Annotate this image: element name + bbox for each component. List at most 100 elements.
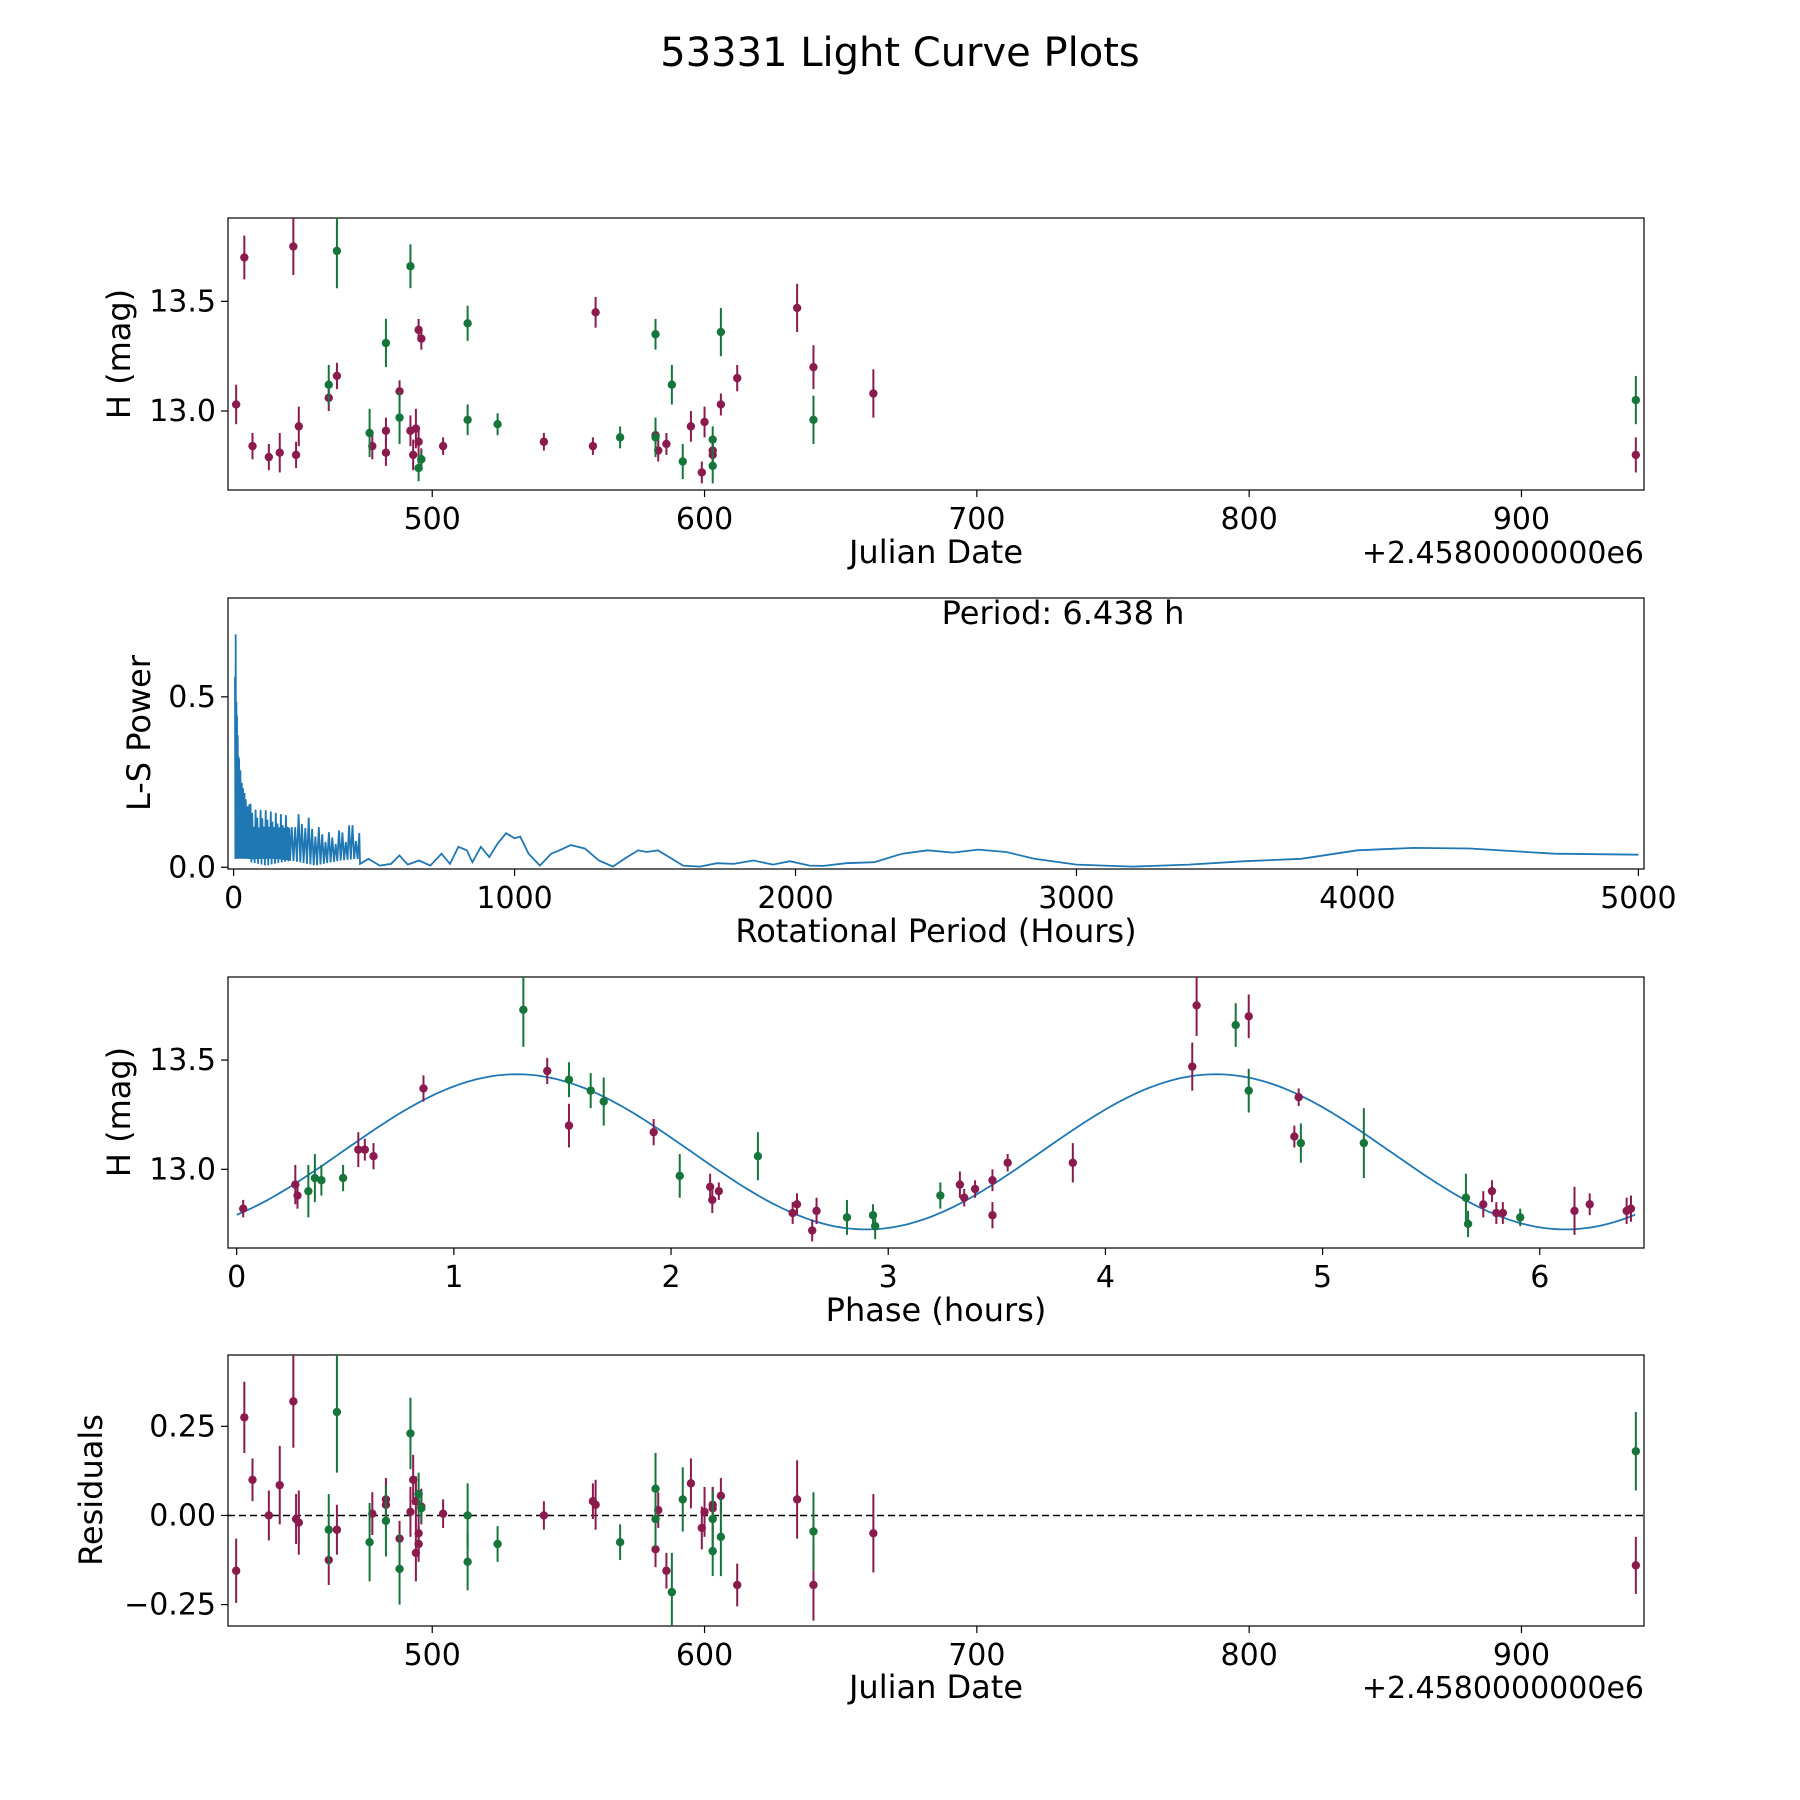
residuals-xtick-label: 600 — [676, 1638, 733, 1673]
phased-light-curve-magenta-point — [960, 1193, 969, 1202]
phased-light-curve-magenta-point — [1192, 1001, 1201, 1010]
phased-light-curve-green-point — [599, 1097, 608, 1106]
residuals-green-point — [381, 1516, 391, 1526]
residuals-xtick-label: 800 — [1221, 1638, 1278, 1673]
phased-light-curve-magenta-point — [970, 1184, 980, 1194]
residuals-magenta-point — [275, 1480, 284, 1490]
periodogram-xtick-label: 1000 — [476, 881, 552, 916]
residuals-green-point — [716, 1532, 726, 1542]
residuals-plot-area — [228, 1355, 1644, 1626]
light-curve-magenta-point — [381, 426, 391, 435]
residuals-green-point — [463, 1511, 472, 1520]
phased-light-curve-green-point — [842, 1213, 852, 1222]
residuals-magenta-point — [869, 1529, 878, 1538]
light-curve-magenta-point — [697, 468, 707, 477]
residuals-green-point — [463, 1557, 472, 1567]
light-curve-magenta-point — [438, 441, 448, 451]
residuals-green-point — [395, 1564, 404, 1574]
light-curve-xtick-label: 600 — [676, 502, 733, 537]
residuals-magenta-point — [438, 1509, 448, 1518]
periodogram-xtick-label: 3000 — [1038, 881, 1114, 916]
light-curve-magenta-point — [332, 371, 342, 381]
phased-light-curve-magenta-point — [369, 1152, 378, 1161]
residuals-magenta-point — [294, 1518, 303, 1527]
phased-light-curve-green-point — [317, 1176, 326, 1185]
residuals-green-point — [651, 1514, 660, 1524]
phased-light-curve-frame — [227, 976, 1645, 1249]
light-curve-marks — [231, 218, 1641, 484]
periodogram-annotation: Period: 6.438 h — [942, 594, 1185, 632]
light-curve-magenta-point — [414, 437, 423, 446]
residuals-offset-text: +2.4580000000e6 — [1362, 1671, 1644, 1706]
phased-light-curve-magenta-point — [419, 1084, 428, 1093]
light-curve-green-point — [463, 415, 472, 425]
light-curve-green-point — [651, 433, 660, 442]
residuals-magenta-point — [264, 1511, 274, 1520]
phased-light-curve-green-point — [1461, 1193, 1471, 1202]
residuals-green-point — [493, 1539, 502, 1549]
phased-light-curve-magenta-point — [1626, 1204, 1636, 1213]
light-curve-magenta-point — [700, 417, 709, 427]
residuals-magenta-point — [686, 1479, 696, 1488]
phased-light-curve-green-point — [1296, 1138, 1306, 1148]
periodogram-xtick-label: 4000 — [1319, 881, 1395, 916]
light-curve-green-point — [678, 457, 687, 466]
periodogram-marks — [234, 634, 1639, 868]
light-curve-magenta-point — [264, 452, 274, 462]
periodogram-xtick-label: 5000 — [1600, 881, 1676, 916]
phased-light-curve-green-point — [1231, 1020, 1240, 1030]
phased-light-curve-magenta-point — [1487, 1186, 1497, 1196]
phased-light-curve-magenta-point — [360, 1145, 370, 1154]
phased-light-curve-green-point — [586, 1086, 595, 1095]
residuals-magenta-point — [248, 1475, 257, 1485]
phased-light-curve-green-point — [1463, 1219, 1473, 1229]
residuals-magenta-point — [591, 1500, 600, 1509]
phased-light-curve-ticks: 0 1 2 3 4 5 6 13.0 13.5 — [149, 1043, 1549, 1295]
phased-light-curve-magenta-point — [239, 1204, 248, 1213]
residuals-xtick-label: 900 — [1493, 1638, 1550, 1673]
light-curve-green-point — [463, 319, 472, 328]
phased-light-curve-magenta-point — [708, 1195, 717, 1205]
light-curve-green-point — [417, 455, 426, 464]
panel-phased-light-curve: 0 1 2 3 4 5 6 13.0 13.5 Phase (hours) H (mag) — [100, 976, 1645, 1329]
periodogram-frame — [227, 597, 1645, 870]
phased-light-curve-green-point — [519, 1005, 528, 1014]
phased-light-curve-magenta-point — [1244, 1012, 1253, 1021]
residuals-magenta-point — [662, 1566, 671, 1575]
residuals-ylabel: Residuals — [72, 1414, 110, 1566]
light-curve-magenta-point — [686, 422, 696, 431]
phased-light-curve-xtick-label: 0 — [227, 1260, 246, 1295]
light-curve-green-point — [332, 246, 342, 256]
phased-light-curve-green-point — [936, 1191, 945, 1200]
residuals-green-point — [667, 1587, 677, 1597]
phased-light-curve-magenta-point — [564, 1121, 574, 1130]
residuals-green-point — [678, 1495, 687, 1504]
light-curve-magenta-point — [792, 303, 802, 313]
residuals-green-point — [708, 1514, 717, 1524]
residuals-green-point — [1631, 1447, 1641, 1456]
phased-light-curve-green-point — [870, 1221, 880, 1231]
phased-light-curve-magenta-point — [293, 1191, 302, 1200]
light-curve-xtick-label: 900 — [1493, 502, 1550, 537]
light-curve-magenta-point — [240, 253, 249, 262]
light-curve-magenta-point — [294, 422, 303, 431]
residuals-xtick-label: 500 — [404, 1638, 461, 1673]
phased-light-curve-magenta-point — [1294, 1093, 1303, 1102]
residuals-magenta-point — [539, 1511, 549, 1520]
phased-light-curve-green-point — [1516, 1213, 1525, 1222]
phased-light-curve-magenta-point — [955, 1180, 965, 1189]
residuals-green-point — [365, 1538, 374, 1547]
phased-light-curve-magenta-point — [808, 1226, 817, 1235]
light-curve-magenta-point — [291, 450, 301, 460]
residuals-ytick-label: 0.00 — [149, 1498, 216, 1533]
periodogram-ylabel: L-S Power — [120, 654, 158, 811]
light-curve-magenta-point — [395, 387, 404, 396]
phased-light-curve-magenta-point — [1479, 1200, 1488, 1209]
periodogram-ytick-label: 0.5 — [168, 680, 216, 715]
figure-title: 53331 Light Curve Plots — [660, 30, 1139, 76]
light-curve-green-point — [667, 380, 677, 389]
phased-light-curve-xtick-label: 4 — [1096, 1260, 1115, 1295]
phased-light-curve-magenta-point — [1068, 1158, 1078, 1167]
residuals-magenta-point — [289, 1397, 298, 1406]
light-curve-green-point — [716, 327, 726, 337]
